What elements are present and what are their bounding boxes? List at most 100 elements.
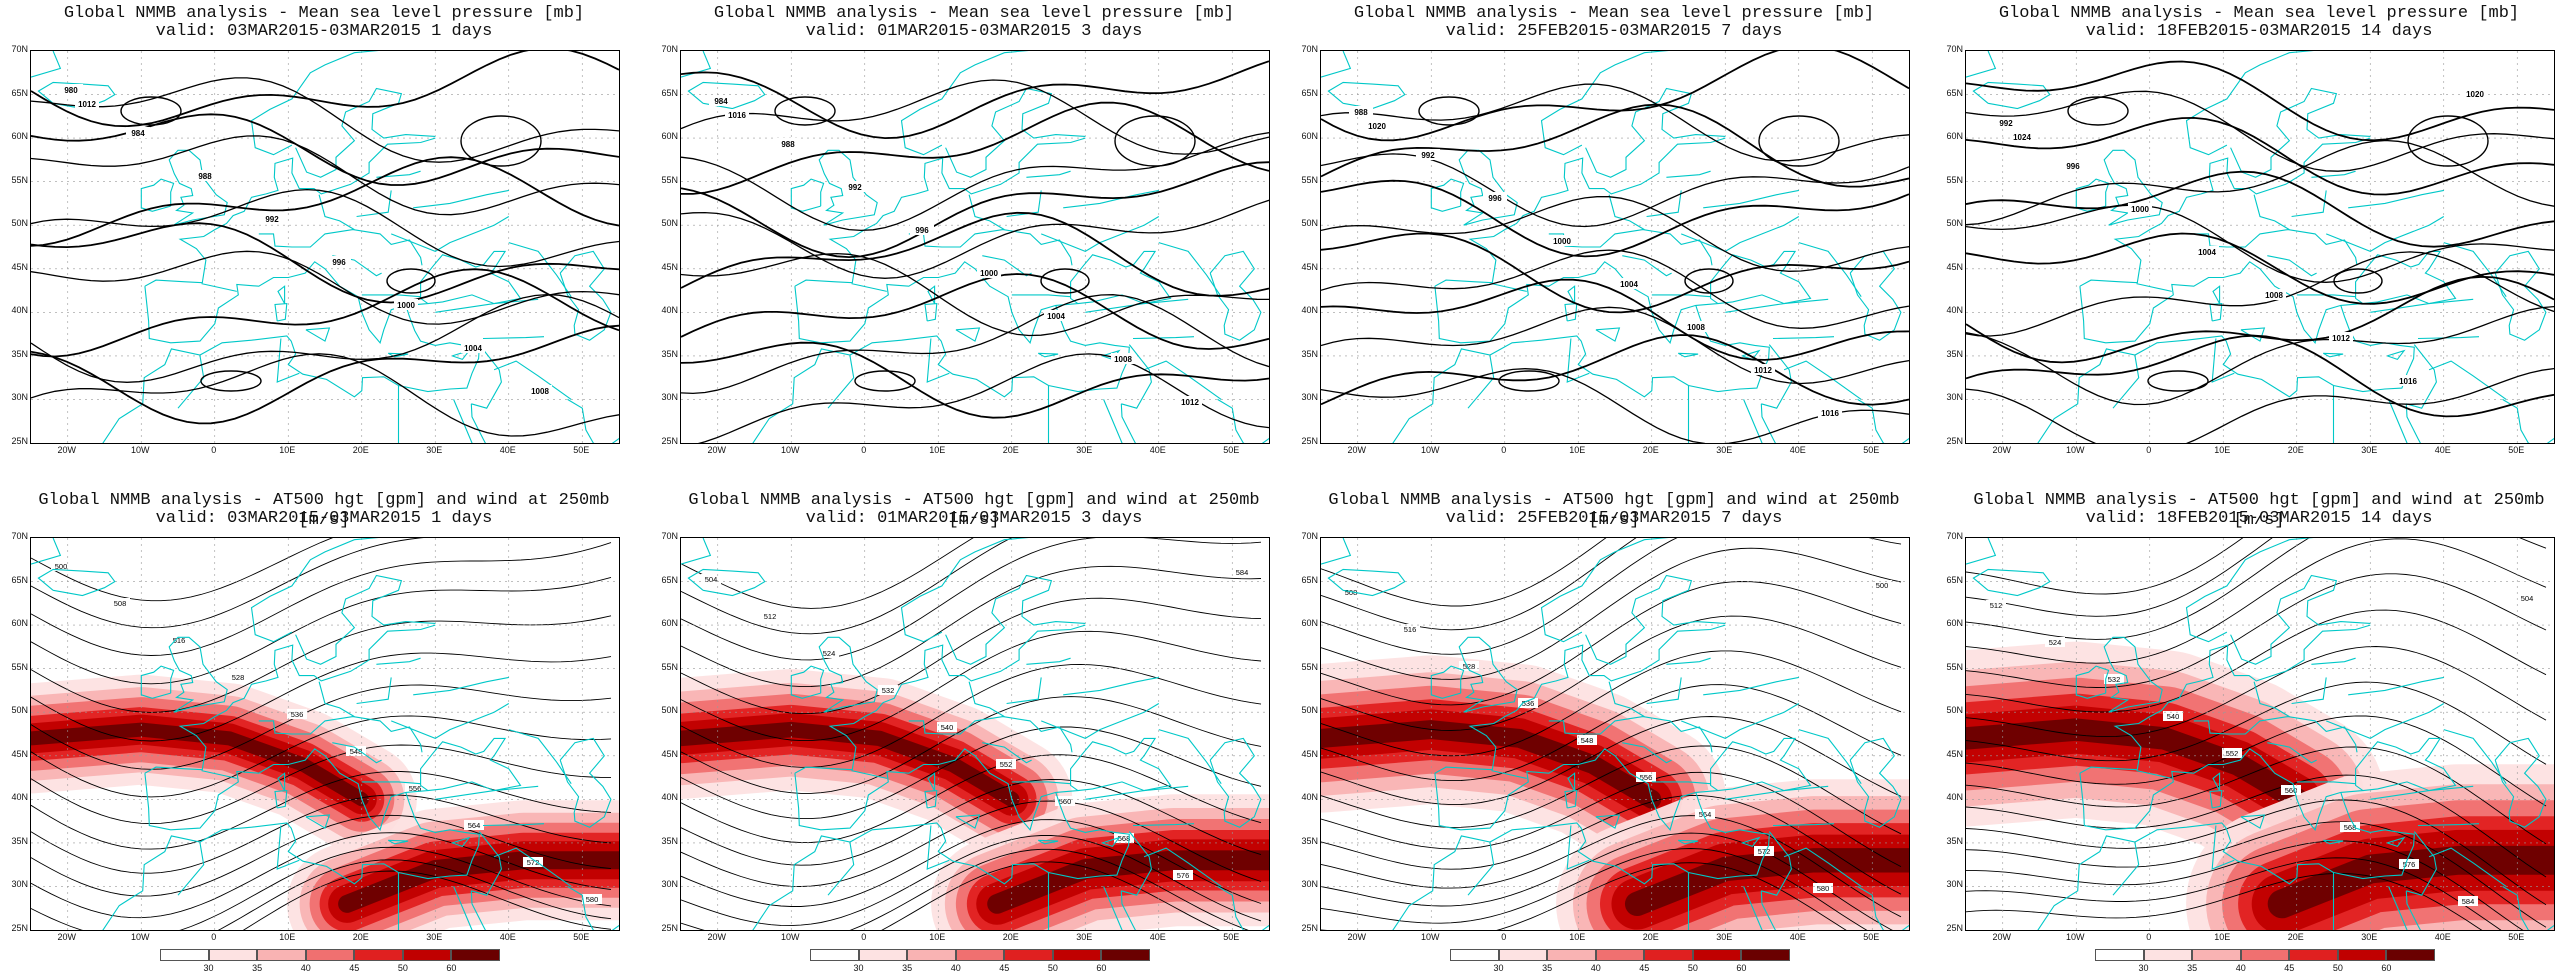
longitude-label: 10E xyxy=(279,932,296,942)
svg-text:516: 516 xyxy=(1404,625,1417,634)
contour-label: 1016 xyxy=(725,109,749,120)
contour-label: 504 xyxy=(701,574,721,584)
contour-label: 584 xyxy=(1232,567,1252,577)
longitude-label: 0 xyxy=(1501,445,1507,455)
colorbar-swatch xyxy=(2337,949,2387,961)
svg-text:572: 572 xyxy=(1758,847,1771,856)
colorbar-tick-label: 45 xyxy=(1639,963,1650,973)
panel-title: Global NMMB analysis - Mean sea level pr… xyxy=(713,4,1235,23)
latitude-label: 55N xyxy=(661,661,678,672)
longitude-label: 50E xyxy=(1863,932,1880,942)
latitude-label: 35N xyxy=(661,835,678,846)
longitude-label: 10W xyxy=(2065,445,2085,455)
svg-text:540: 540 xyxy=(941,723,954,732)
contour-label: 1020 xyxy=(2463,88,2487,99)
contour-label: 988 xyxy=(1349,106,1373,117)
latitude-label: 60N xyxy=(1946,131,1963,142)
longitude-label: 10E xyxy=(2214,932,2231,942)
longitude-label: 50E xyxy=(1223,445,1240,455)
svg-text:500: 500 xyxy=(55,562,68,571)
svg-text:584: 584 xyxy=(1236,568,1249,577)
wind-speed-colorbar: 30 35 40 45 50 60 xyxy=(1450,949,1790,979)
svg-text:1004: 1004 xyxy=(1047,312,1065,321)
longitude-label: 30E xyxy=(2361,932,2378,942)
colorbar-tick-label: 30 xyxy=(853,963,864,973)
latitude-label: 50N xyxy=(11,705,28,716)
latitude-label: 50N xyxy=(1946,705,1963,716)
colorbar-tick-label: 35 xyxy=(1542,963,1553,973)
longitude-label: 40E xyxy=(499,445,516,455)
contour-label: 528 xyxy=(1459,661,1479,671)
colorbar-tick-label: 40 xyxy=(950,963,961,973)
contour-label: 560 xyxy=(1055,796,1075,806)
svg-text:992: 992 xyxy=(265,215,279,224)
latitude-label: 65N xyxy=(661,574,678,585)
latitude-label: 60N xyxy=(11,131,28,142)
latitude-label: 35N xyxy=(11,348,28,359)
longitude-label: 10E xyxy=(2214,445,2231,455)
latitude-label: 65N xyxy=(1301,87,1318,98)
wind-speed-colorbar: 30 35 40 45 50 60 xyxy=(2095,949,2435,979)
contour-label: 1008 xyxy=(528,385,552,396)
panel-title: Global NMMB analysis - Mean sea level pr… xyxy=(63,4,585,23)
contour-label: 1012 xyxy=(75,98,99,109)
svg-text:1000: 1000 xyxy=(1553,237,1571,246)
map-plot-area: 504 512 524 532 540 552 560 568 576 584 xyxy=(680,537,1270,931)
colorbar-swatch xyxy=(955,949,1005,961)
latitude-label: 50N xyxy=(1301,218,1318,229)
contour-label: 568 xyxy=(1114,833,1134,843)
longitude-label: 0 xyxy=(1501,932,1507,942)
panel-valid-period: valid: 18FEB2015-03MAR2015 14 days xyxy=(2085,509,2433,528)
svg-text:536: 536 xyxy=(291,710,304,719)
contour-label: 992 xyxy=(1994,117,2018,128)
colorbar-tick-label: 50 xyxy=(2332,963,2343,973)
svg-text:576: 576 xyxy=(2403,860,2416,869)
svg-text:1000: 1000 xyxy=(397,301,415,310)
longitude-label: 20W xyxy=(1992,932,2011,942)
latitude-label: 65N xyxy=(11,87,28,98)
contour-label: 536 xyxy=(287,709,307,719)
latitude-label: 65N xyxy=(11,574,28,585)
colorbar-tick-label: 35 xyxy=(252,963,263,973)
colorbar-swatch xyxy=(2192,949,2241,961)
longitude-label: 30E xyxy=(1716,445,1733,455)
latitude-label: 40N xyxy=(1946,305,1963,316)
contour-label: 1012 xyxy=(1751,364,1775,375)
contour-label: 988 xyxy=(193,170,217,181)
contour-label: 1004 xyxy=(1044,310,1068,321)
z500-map-panel: Global NMMB analysis - AT500 hgt [gpm] a… xyxy=(661,487,1270,973)
contour-label: 580 xyxy=(1813,883,1833,893)
longitude-label: 10E xyxy=(279,445,296,455)
colorbar-tick-label: 40 xyxy=(2235,963,2246,973)
svg-text:508: 508 xyxy=(114,599,127,608)
contour-label: 1004 xyxy=(461,342,485,353)
contour-label: 576 xyxy=(1173,870,1193,880)
colorbar-tick-label: 35 xyxy=(902,963,913,973)
colorbar-tick-label: 60 xyxy=(2381,963,2392,973)
svg-text:524: 524 xyxy=(2049,638,2062,647)
colorbar-swatch xyxy=(2240,949,2290,961)
panel-valid-period: valid: 25FEB2015-03MAR2015 7 days xyxy=(1445,509,1783,528)
svg-text:1004: 1004 xyxy=(464,344,482,353)
longitude-label: 40E xyxy=(1149,445,1166,455)
colorbar-swatch xyxy=(402,949,452,961)
longitude-label: 10W xyxy=(780,932,800,942)
colorbar-swatch xyxy=(1547,949,1596,961)
longitude-label: 10W xyxy=(1420,932,1440,942)
panel-valid-period: valid: 03MAR2015-03MAR2015 1 days xyxy=(155,509,493,528)
contour-label: 584 xyxy=(2458,896,2478,906)
longitude-label: 20E xyxy=(1642,445,1659,455)
latitude-label: 30N xyxy=(1946,392,1963,403)
svg-text:992: 992 xyxy=(1999,119,2013,128)
latitude-label: 55N xyxy=(11,661,28,672)
svg-text:560: 560 xyxy=(1059,797,1072,806)
z500-map-panel: Global NMMB analysis - AT500 hgt [gpm] a… xyxy=(11,487,620,973)
latitude-label: 50N xyxy=(1301,705,1318,716)
colorbar-swatch xyxy=(160,949,209,961)
svg-text:532: 532 xyxy=(2108,675,2121,684)
contour-label: 1012 xyxy=(1178,396,1202,407)
svg-text:992: 992 xyxy=(1421,151,1435,160)
longitude-label: 0 xyxy=(211,932,217,942)
svg-text:504: 504 xyxy=(705,575,718,584)
contour-label: 996 xyxy=(1483,192,1507,203)
